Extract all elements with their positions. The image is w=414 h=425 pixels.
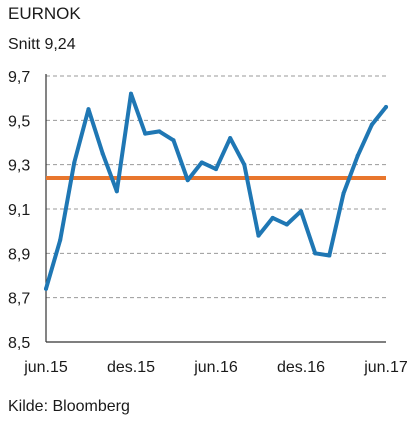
x-tick-label: jun.16 <box>193 359 238 376</box>
y-tick-label: 8,7 <box>8 291 30 308</box>
chart-subtitle: Snitt 9,24 <box>8 36 76 53</box>
data-point <box>242 162 247 167</box>
data-point <box>44 286 48 291</box>
source-note: Kilde: Bloomberg <box>8 398 130 415</box>
data-point <box>355 153 360 158</box>
data-point <box>143 131 148 136</box>
data-point <box>214 167 218 172</box>
data-point <box>341 191 346 196</box>
y-tick-label: 9,7 <box>8 69 30 86</box>
data-point <box>284 222 289 227</box>
data-point <box>171 138 176 143</box>
data-point <box>199 160 204 165</box>
data-point <box>327 253 332 258</box>
data-point <box>228 136 233 141</box>
data-point <box>384 105 388 110</box>
y-tick-label: 9,3 <box>8 158 30 175</box>
chart-title: EURNOK <box>8 4 81 23</box>
data-point <box>256 233 261 238</box>
y-tick-label: 8,9 <box>8 246 30 263</box>
data-point <box>185 178 190 183</box>
x-tick-label: des.16 <box>277 359 325 376</box>
data-point <box>369 122 374 127</box>
x-tick-label: des.15 <box>107 359 155 376</box>
data-point <box>86 107 91 112</box>
series-line <box>44 91 388 291</box>
data-point <box>100 151 105 156</box>
x-tick-label: jun.17 <box>363 359 408 376</box>
data-point <box>58 238 63 243</box>
y-tick-label: 9,1 <box>8 202 30 219</box>
data-point <box>313 251 318 256</box>
x-tick-label: jun.15 <box>23 359 68 376</box>
data-point <box>270 215 275 220</box>
data-point <box>72 160 77 165</box>
y-tick-label: 9,5 <box>8 113 30 130</box>
data-point <box>129 91 133 96</box>
y-tick-label: 8,5 <box>8 335 30 352</box>
data-point <box>157 129 162 134</box>
data-point <box>299 209 303 214</box>
data-point <box>114 189 119 194</box>
